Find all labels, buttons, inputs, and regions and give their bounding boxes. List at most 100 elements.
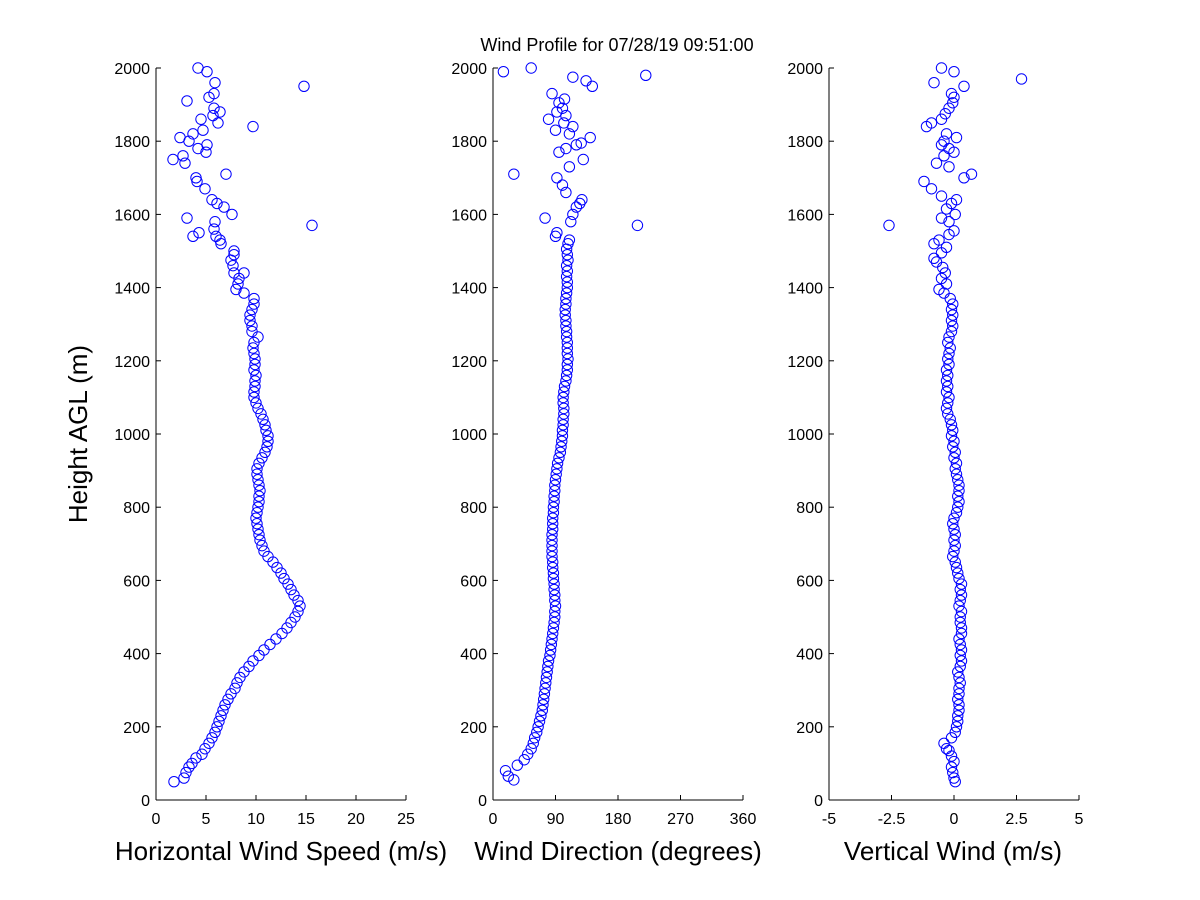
speed-data-point [262,430,274,442]
vertical-wind-data-point [955,578,968,590]
direction-x-axis-label: Wind Direction (degrees) [474,836,762,866]
speed-y-tick-label: 1200 [114,354,150,371]
vertical-wind-data-point [948,534,960,546]
direction-data-point [549,594,561,607]
speed-data-point [228,245,240,257]
direction-data-point [522,748,534,760]
direction-data-point [540,671,553,684]
direction-data-point [546,545,558,557]
speed-y-tick-label: 2000 [114,61,150,78]
direction-x-tick-label: 360 [730,811,757,828]
speed-data-point [252,523,264,535]
speed-data-point [201,139,213,151]
vertical-wind-data-point [950,194,963,206]
speed-data-point [196,748,208,760]
direction-data-point [542,655,555,667]
vertical-wind-data-point [933,234,945,246]
vertical-wind-data-point [930,256,943,268]
direction-data-point [549,600,562,612]
vertical-wind-y-tick-label: 800 [796,500,823,517]
speed-data-point [213,715,225,728]
direction-data-point [546,528,558,541]
speed-data-point [289,611,301,623]
direction-data-point [549,474,562,486]
vertical-wind-x-tick-label: 2.5 [1005,811,1027,828]
vertical-wind-data-point [958,172,970,184]
vertical-wind-data-point [950,468,963,480]
speed-data-point [208,102,220,114]
speed-data-point [261,441,273,453]
speed-data-point [226,208,238,221]
speed-data-point [229,682,241,695]
speed-data-point [197,124,209,136]
speed-data-point [248,347,260,360]
speed-data-point [285,583,297,596]
vertical-wind-data-point [940,375,953,387]
direction-data-point [547,567,560,579]
vertical-wind-data-point [949,446,961,458]
direction-data-point [556,430,569,442]
speed-data-point [250,369,262,382]
speed-data-point [232,278,244,290]
direction-data-point [540,677,552,689]
direction-data-point [556,435,568,448]
vertical-wind-data-point [935,139,948,151]
direction-data-point [502,770,514,782]
speed-data-point [254,534,266,546]
direction-data-point [551,463,563,475]
vertical-wind-data-point [925,117,938,129]
speed-data-point [251,517,263,530]
direction-data-point [556,179,569,191]
vertical-wind-y-tick-label: 1000 [787,427,823,444]
speed-data-point [255,408,267,420]
vertical-wind-data-point [945,419,958,431]
direction-data-point [548,583,560,596]
vertical-wind-data-point [949,539,961,552]
vertical-wind-data-point [954,583,966,596]
vertical-wind-data-point [945,314,958,327]
vertical-wind-data-point [948,512,960,524]
speed-y-tick-label: 400 [123,647,150,664]
direction-y-tick-label: 0 [478,793,487,810]
direction-data-point [547,506,560,519]
direction-data-point [556,102,569,114]
direction-y-tick-label: 1800 [451,134,487,151]
direction-data-point [580,75,592,87]
vertical-wind-data-point [940,241,953,254]
vertical-wind-data-point [944,342,956,354]
vertical-wind-data-point [942,397,954,409]
speed-data-point [206,194,218,206]
speed-data-point [244,309,256,321]
speed-data-point [177,150,189,162]
vertical-wind-data-point [933,283,945,296]
speed-data-point [214,234,226,246]
direction-data-point [497,65,510,78]
vertical-wind-data-point [945,87,958,100]
vertical-wind-data-point [947,441,959,453]
direction-data-point [584,131,596,144]
direction-data-point [549,479,561,491]
speed-data-point [252,474,264,486]
speed-data-point [227,259,239,272]
speed-data-point [199,183,211,195]
vertical-wind-data-point [928,76,940,89]
direction-data-point [563,234,576,246]
vertical-wind-y-tick-label: 1400 [787,281,823,298]
direction-y-tick-label: 2000 [451,61,487,78]
speed-x-tick-label: 0 [152,811,161,828]
speed-data-point [248,391,260,404]
direction-y-tick-label: 1400 [451,281,487,298]
vertical-wind-data-point [955,589,968,601]
vertical-wind-data-point [948,523,960,535]
vertical-wind-data-point [958,80,970,93]
vertical-wind-data-point [947,517,959,530]
speed-data-point [249,358,261,371]
direction-y-tick-label: 1000 [451,427,487,444]
speed-data-point [248,298,260,310]
speed-data-point [246,325,258,338]
vertical-wind-data-point [953,699,965,711]
speed-data-point [193,227,205,239]
direction-data-point [563,128,576,140]
vertical-wind-data-point [953,704,965,717]
speed-data-point [258,545,270,557]
